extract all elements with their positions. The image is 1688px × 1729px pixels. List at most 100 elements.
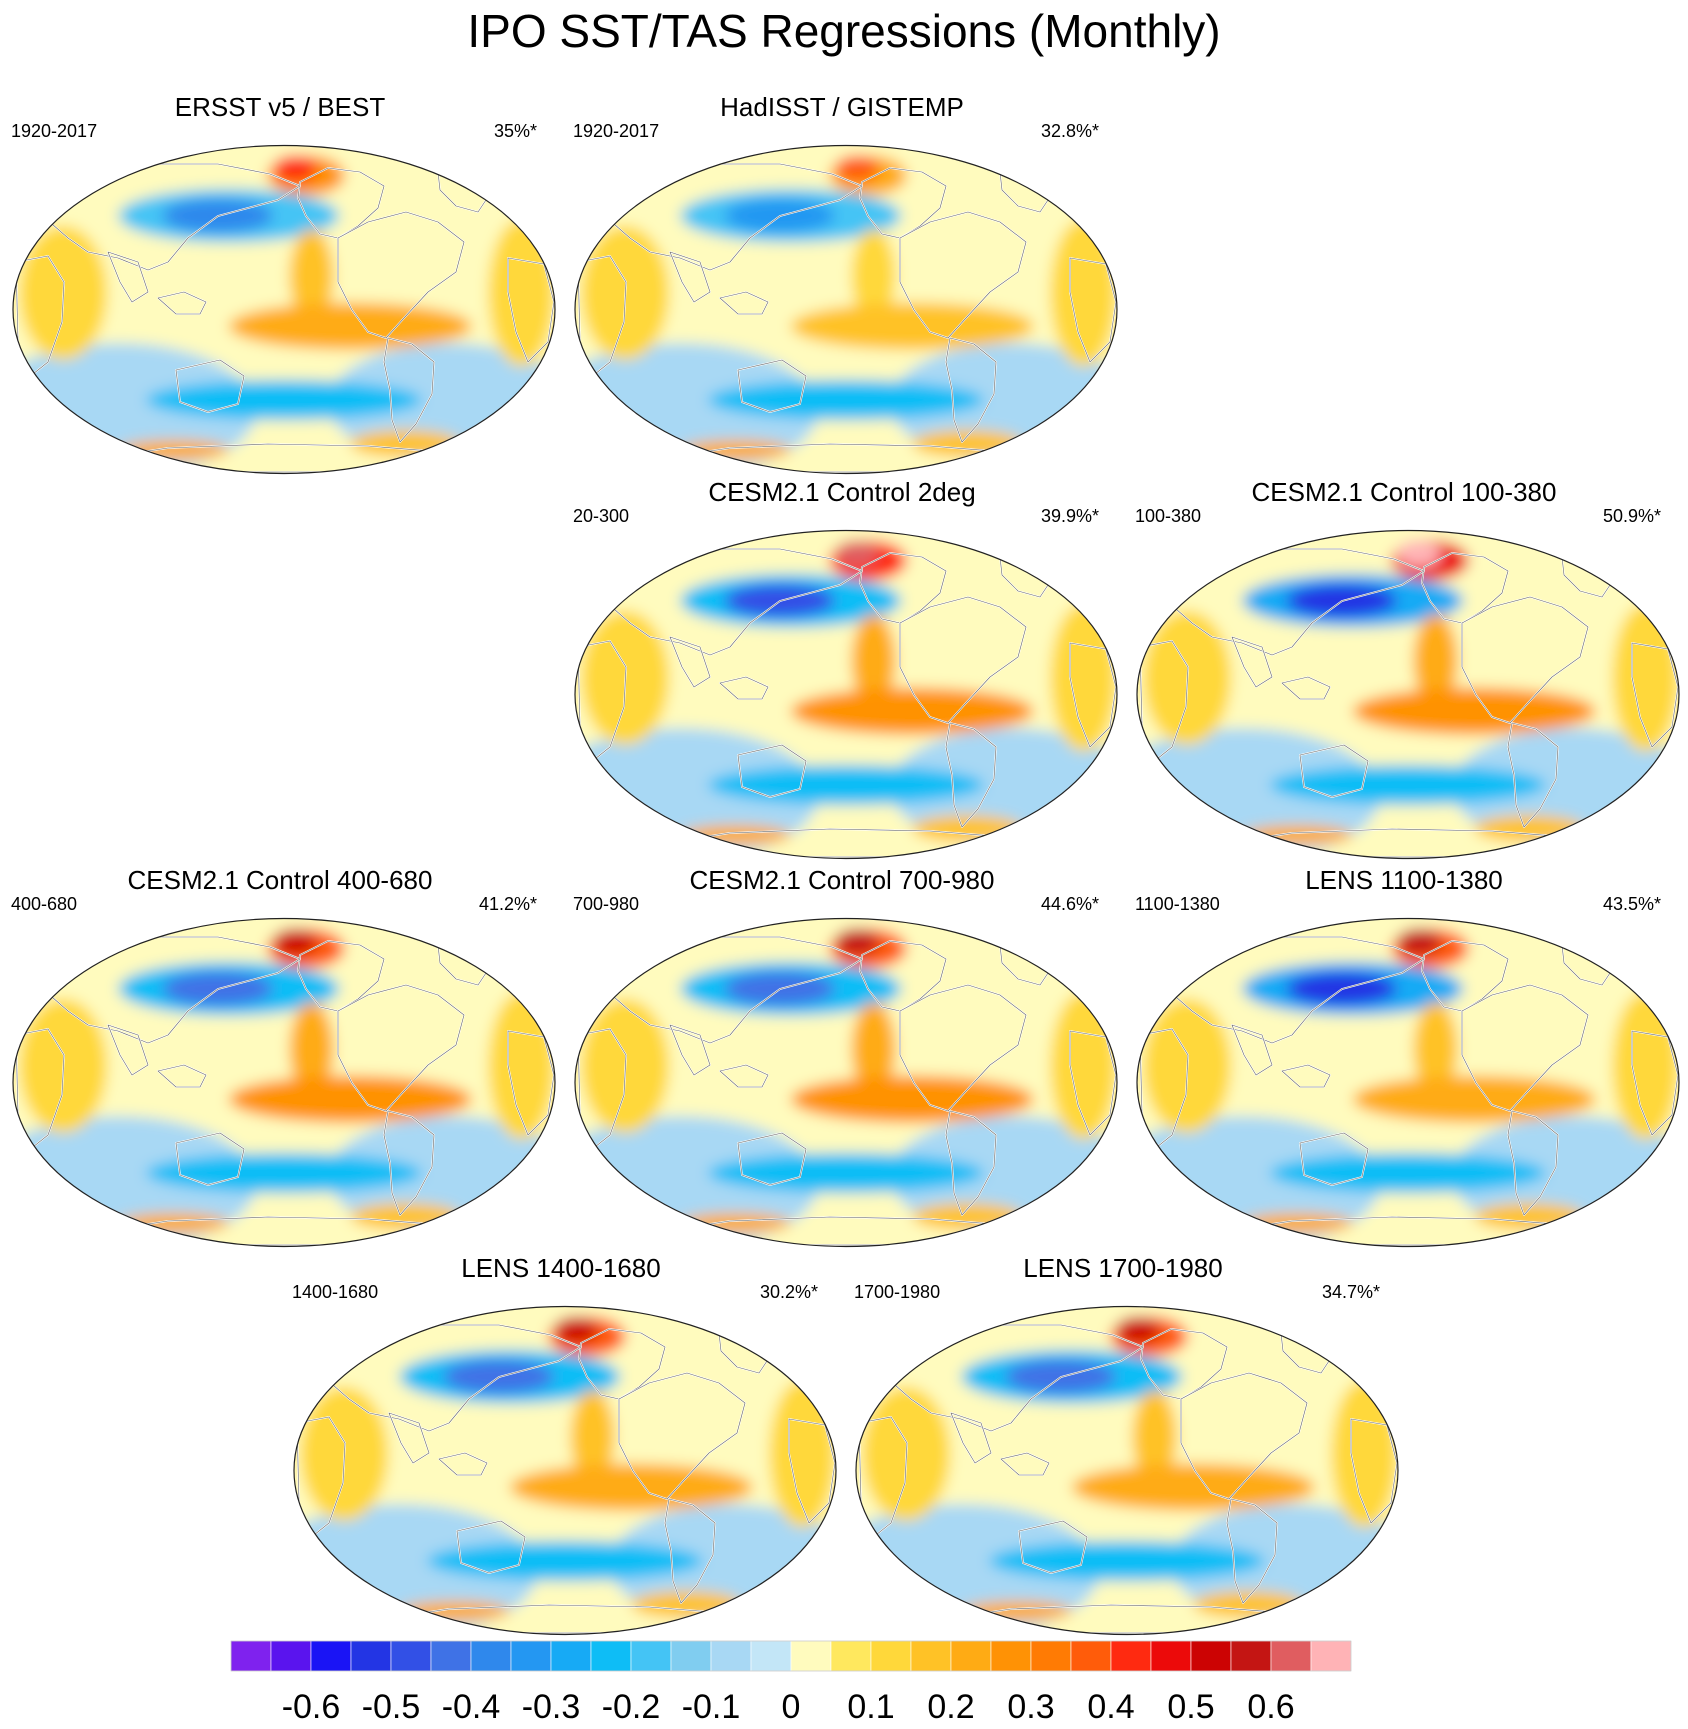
- anomaly-region: [1612, 604, 1679, 752]
- colorbar-swatch: [310, 1640, 352, 1672]
- anomaly-region: [399, 1601, 510, 1622]
- coastline-outline: [1631, 1030, 1679, 1136]
- map-border: [855, 1305, 1399, 1636]
- coastline-outline: [383, 1110, 435, 1216]
- regression-map: [289, 1303, 841, 1638]
- coastline-outline: [1171, 936, 1425, 1044]
- colorbar-tick-label: 0.4: [1087, 1688, 1134, 1724]
- coastline-outline: [669, 1024, 711, 1076]
- coastline-outline: [1018, 1520, 1088, 1574]
- colorbar-swatch: [1190, 1640, 1232, 1672]
- anomaly-region: [1270, 1152, 1546, 1194]
- coastline-outline: [297, 940, 385, 1012]
- coastline-outline: [1299, 1132, 1369, 1186]
- coastline-outline: [719, 291, 769, 315]
- coastline-outline: [1000, 1452, 1050, 1476]
- anomaly-region: [1474, 815, 1585, 842]
- coastline-outline: [719, 1064, 769, 1088]
- panel-title: CESM2.1 Control 2deg: [708, 477, 976, 507]
- map-svg: [12, 917, 556, 1248]
- anomaly-region: [272, 928, 318, 956]
- panel-variance-explained: 41.2%*: [478, 894, 537, 914]
- anomaly-region: [427, 1540, 703, 1582]
- anomaly-region: [1115, 1316, 1161, 1344]
- panel-title: CESM2.1 Control 100-380: [1251, 477, 1557, 507]
- map-svg: [1136, 917, 1680, 1248]
- anomaly-region: [295, 1085, 428, 1113]
- colorbar-tick-label: 0.5: [1167, 1688, 1214, 1724]
- regression-map: [570, 915, 1122, 1250]
- anomaly-region: [488, 219, 555, 367]
- colorbar-swatch: [790, 1640, 832, 1672]
- coastline-outline: [1350, 1418, 1398, 1524]
- panel-title: LENS 1700-1980: [1023, 1253, 1223, 1283]
- anomaly-region: [912, 815, 1023, 842]
- map-panel-lens-1700-1980: LENS 1700-1980 1700-1980 34.7%*: [843, 1253, 1403, 1638]
- coastline-outline: [899, 596, 1027, 724]
- colorbar-swatch: [1230, 1640, 1272, 1672]
- regression-map: [570, 527, 1122, 862]
- anomaly-region: [118, 1213, 229, 1234]
- anomaly-region: [834, 155, 880, 183]
- coastline-outline: [1507, 1110, 1559, 1216]
- anomaly-region: [851, 229, 896, 323]
- colorbar-swatch: [390, 1640, 432, 1672]
- coastline-outline: [669, 251, 711, 303]
- map-svg: [855, 1305, 1399, 1636]
- anomaly-region: [1193, 1591, 1304, 1618]
- anomaly-region: [289, 229, 334, 323]
- anomaly-region: [851, 614, 896, 708]
- coastline-outline: [1140, 1328, 1228, 1400]
- coastline-outline: [1421, 552, 1509, 624]
- colorbar-tick-label: 0.6: [1247, 1688, 1294, 1724]
- colorbar-swatch: [830, 1640, 872, 1672]
- coastline-outline: [945, 1110, 997, 1216]
- map-panel-hadisst-gistemp: HadISST / GISTEMP 1920-2017 32.8%*: [562, 92, 1122, 477]
- anomaly-region: [1050, 604, 1117, 752]
- coastline-outline: [1069, 642, 1117, 748]
- map-border: [574, 917, 1118, 1248]
- coastline-outline: [890, 1324, 1144, 1432]
- colorbar-swatch: [430, 1640, 472, 1672]
- coastline-outline: [859, 552, 947, 624]
- colorbar-tick-label: -0.2: [602, 1688, 661, 1724]
- coastline-outline: [618, 1372, 746, 1500]
- coastline-outline: [1281, 676, 1331, 700]
- coastline-outline: [328, 1324, 582, 1432]
- coastline-outline: [47, 163, 301, 271]
- coastline-outline: [507, 1030, 555, 1136]
- panel-period: 20-300: [573, 506, 630, 526]
- anomaly-region: [1474, 1203, 1585, 1230]
- coastline-outline: [1461, 984, 1589, 1112]
- colorbar-tick-label: 0.3: [1007, 1688, 1054, 1724]
- map-border: [293, 1305, 837, 1636]
- anomaly-region: [708, 764, 984, 806]
- colorbar-swatch: [1150, 1640, 1192, 1672]
- coastline-outline: [1171, 548, 1425, 656]
- coastline-outline: [1231, 636, 1273, 688]
- colorbar-tick-label: 0: [782, 1688, 801, 1724]
- coastline-outline: [950, 1412, 992, 1464]
- coastline-outline: [1421, 940, 1509, 1012]
- panel-period: 400-680: [11, 894, 78, 914]
- colorbar-swatch: [750, 1640, 792, 1672]
- map-panel-cesm2-100-380: CESM2.1 Control 100-380 100-380 50.9%*: [1124, 477, 1684, 862]
- panel-title: HadISST / GISTEMP: [720, 92, 964, 122]
- panel-variance-explained: 39.9%*: [1040, 506, 1099, 526]
- coastline-outline: [456, 1520, 526, 1574]
- coastline-outline: [1069, 257, 1117, 363]
- anomaly-region: [1419, 697, 1552, 725]
- coastline-outline: [945, 337, 997, 443]
- anomaly-region: [961, 1601, 1072, 1622]
- anomaly-region: [146, 379, 422, 421]
- map-panel-ersst-best: ERSST v5 / BEST 1920-2017 35%*: [0, 92, 560, 477]
- coastline-outline: [107, 251, 149, 303]
- panel-title: LENS 1100-1380: [1305, 865, 1503, 895]
- anomaly-region: [1270, 764, 1546, 806]
- map-svg: [574, 144, 1118, 475]
- coastline-outline: [719, 676, 769, 700]
- colorbar-swatch: [670, 1640, 712, 1672]
- colorbar-frame: [230, 1640, 1352, 1672]
- map-svg: [12, 144, 556, 475]
- colorbar-swatch: [470, 1640, 512, 1672]
